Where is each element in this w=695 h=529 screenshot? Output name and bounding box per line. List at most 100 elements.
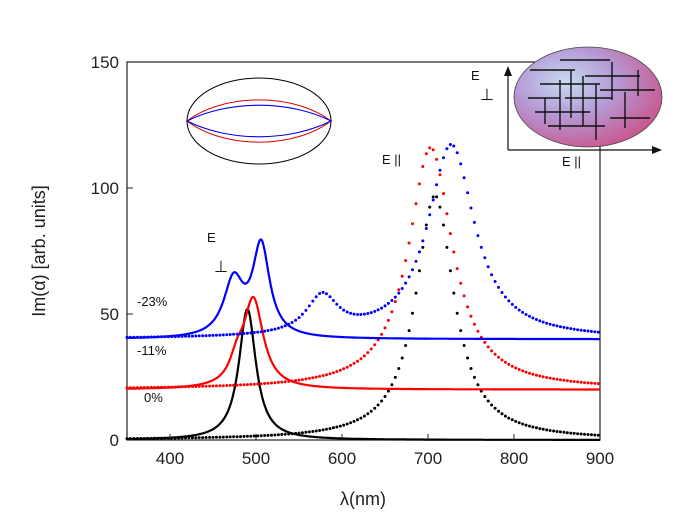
series-5-point-80: [400, 287, 404, 290]
series-5-point-60: [331, 299, 335, 302]
series-5-point-0: [125, 335, 129, 339]
series-3-point-40: [263, 382, 267, 385]
series-1-point-123: [548, 429, 552, 432]
series-1-point-119: [534, 426, 538, 430]
series-3-point-24: [208, 384, 212, 388]
series-5-point-17: [184, 334, 187, 338]
series-1-point-85: [417, 269, 421, 273]
series-5-point-42: [270, 328, 273, 332]
series-5-point-13: [170, 335, 174, 339]
series-2: [127, 295, 600, 391]
series-1-point-63: [342, 423, 346, 427]
series-5-point-37: [252, 331, 256, 334]
series-3-point-87: [424, 152, 428, 156]
series-1-point-72: [373, 406, 377, 410]
series-5-point-2: [132, 335, 136, 339]
e-par-label: E ||: [382, 152, 401, 167]
series-1-point-55: [314, 429, 318, 433]
series-1-point-94: [448, 269, 452, 273]
series-5-point-71: [369, 311, 373, 315]
series-5-point-22: [201, 334, 205, 338]
series-5-point-70: [366, 312, 370, 315]
series-3-point-110: [503, 360, 507, 364]
series-3-point-19: [190, 385, 194, 389]
series-1-point-111: [507, 416, 511, 420]
outline-red: [186, 99, 332, 143]
series-5-point-79: [397, 291, 401, 295]
series-3-point-79: [397, 288, 401, 292]
series-3-point-20: [194, 385, 198, 388]
series-5-point-132: [579, 328, 583, 332]
series-5-point-39: [259, 330, 263, 334]
series-1-point-87: [424, 223, 428, 227]
series-5-point-65: [349, 311, 353, 315]
series-1-point-106: [490, 403, 494, 407]
series-5-point-120: [538, 319, 542, 323]
series-5-point-125: [555, 324, 559, 328]
series-3-point-57: [321, 374, 325, 378]
series-5-point-61: [335, 302, 339, 306]
series-1-point-113: [514, 419, 518, 423]
series-3-point-105: [486, 345, 490, 349]
series-5-point-55: [314, 295, 318, 299]
series-1-point-54: [311, 430, 315, 433]
series-layer: [125, 143, 600, 441]
series-5-point-48: [290, 321, 294, 324]
series-5-point-35: [245, 331, 249, 335]
series-1-point-117: [528, 424, 531, 428]
series-3-point-101: [472, 322, 476, 326]
series-3-point-56: [318, 374, 322, 378]
series-1-point-102: [476, 383, 480, 387]
series-5-point-96: [455, 151, 459, 155]
series-3-point-1: [128, 386, 132, 390]
series-1-point-25: [211, 435, 215, 439]
y-tick-label-100: 100: [91, 179, 119, 198]
series-3-point-23: [204, 384, 208, 388]
series-5-point-111: [507, 299, 511, 303]
inset-e-perp-letter: E: [471, 68, 480, 83]
arrow-e-perp-head: [504, 66, 512, 76]
series-3-point-82: [407, 241, 411, 245]
series-3-point-95: [452, 250, 456, 254]
series-5-point-137: [596, 330, 600, 334]
series-5-point-6: [146, 335, 150, 339]
series-1-point-128: [565, 431, 569, 435]
series-5-point-92: [442, 156, 445, 160]
series-1-point-61: [335, 425, 339, 429]
series-3-point-133: [583, 381, 586, 385]
series-5: [125, 143, 600, 339]
series-5-point-15: [177, 335, 181, 338]
series-1-point-15: [177, 436, 181, 440]
series-1-point-118: [531, 425, 535, 429]
series-1-point-41: [266, 433, 270, 437]
series-1-point-57: [321, 428, 325, 432]
series-3-point-119: [534, 373, 538, 377]
series-1-point-89: [431, 195, 435, 199]
series-1-point-26: [214, 435, 218, 439]
ellipsoid-body: [513, 46, 663, 148]
series-5-point-100: [469, 206, 473, 210]
series-1-point-98: [462, 344, 466, 347]
series-3-point-33: [239, 383, 242, 387]
series-1-point-70: [366, 412, 370, 416]
series-1-point-132: [579, 432, 583, 436]
series-1-point-127: [562, 430, 566, 434]
ellipsoid-inset: E ⊥ E ||: [471, 46, 663, 169]
series-5-point-23: [204, 334, 208, 338]
series-3-point-9: [156, 385, 160, 389]
series-3-point-98: [462, 294, 466, 298]
series-1-point-12: [166, 436, 170, 440]
series-5-point-90: [435, 183, 439, 187]
series-3-point-94: [448, 232, 452, 236]
series-5-point-24: [208, 334, 212, 337]
series-5-point-12: [166, 335, 170, 339]
series-3-point-128: [565, 379, 569, 383]
series-5-point-95: [452, 144, 456, 148]
series-3-point-134: [586, 381, 590, 385]
series-5-point-26: [214, 333, 218, 337]
series-5-point-81: [404, 281, 408, 285]
series-5-point-20: [194, 334, 198, 338]
series-3-point-5: [142, 386, 146, 389]
series-3-point-72: [373, 343, 377, 347]
series-5-point-105: [486, 265, 490, 269]
